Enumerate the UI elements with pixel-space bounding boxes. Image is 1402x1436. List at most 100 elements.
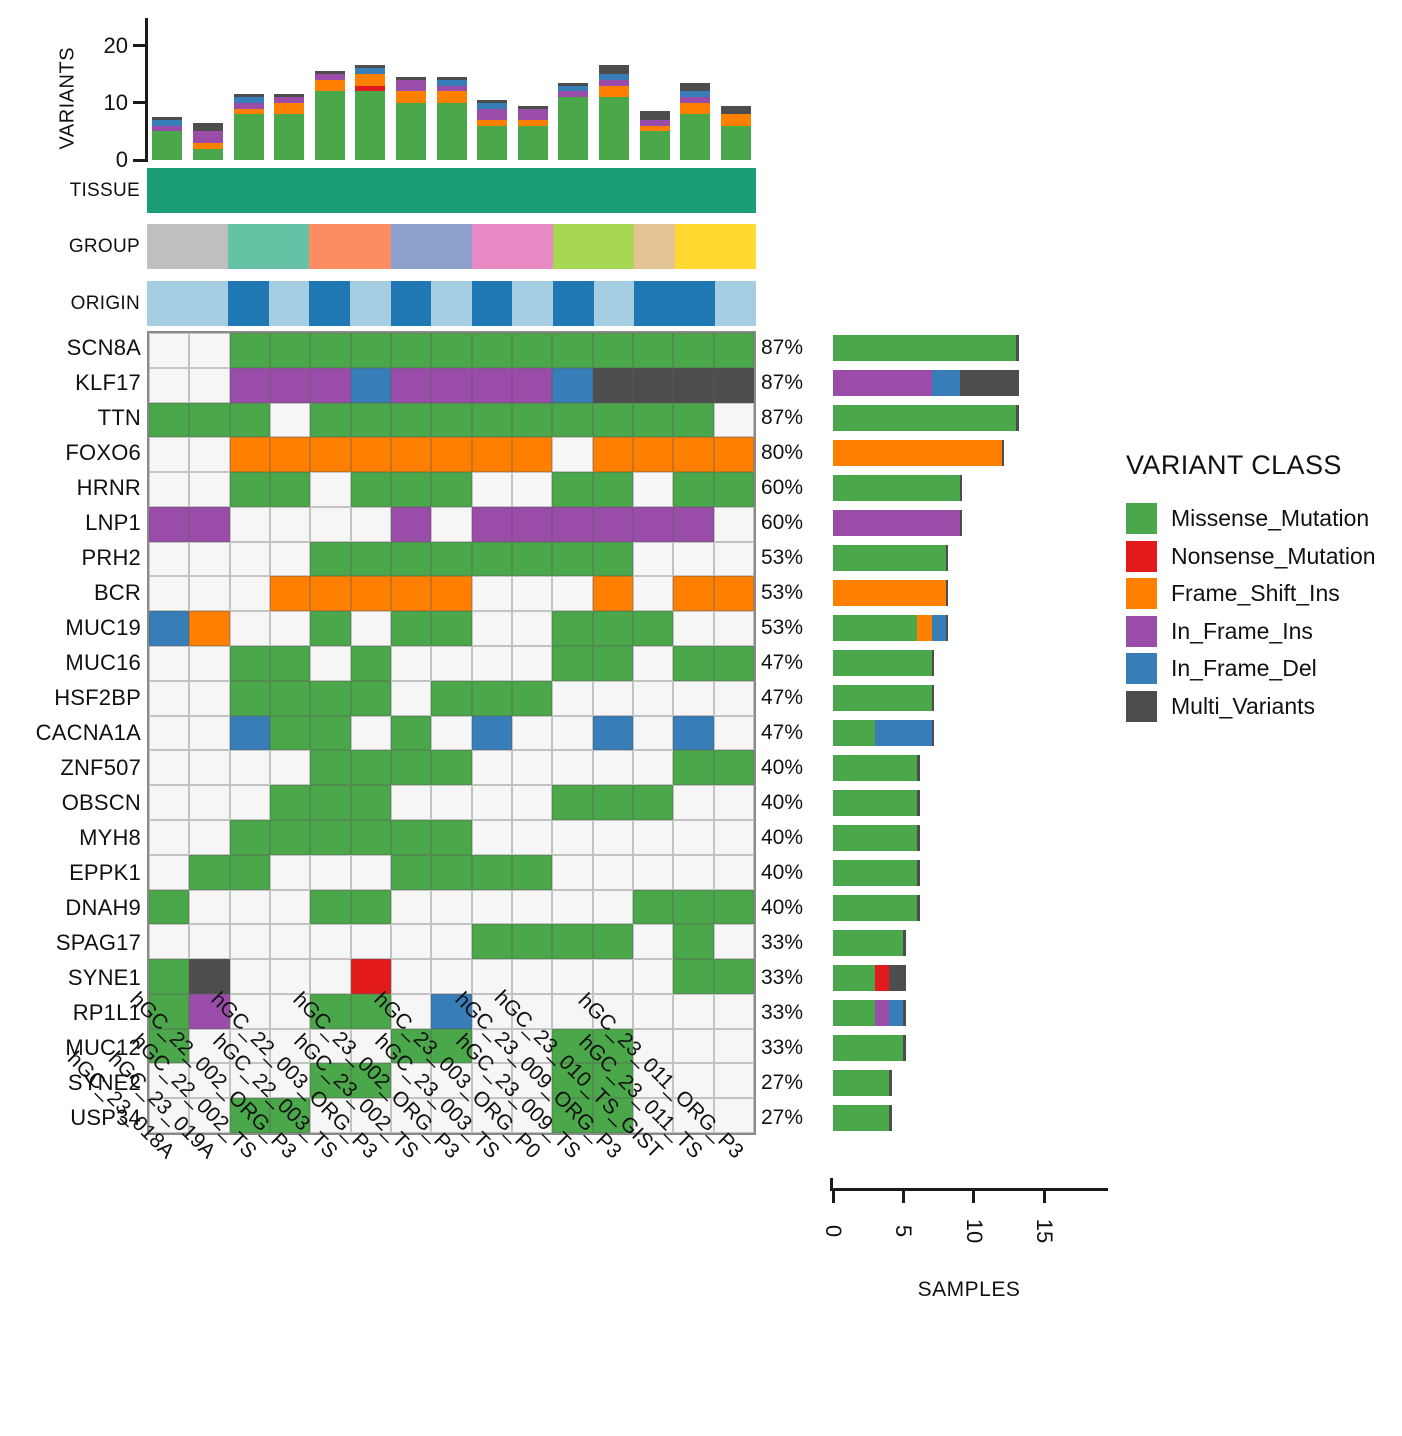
matrix-cell-empty <box>431 1098 472 1133</box>
matrix-cell-In_Frame_Ins <box>431 367 472 403</box>
matrix-cell-Missense_Mutation <box>350 993 391 1029</box>
samples-bar-segment-Missense_Mutation <box>833 1034 904 1061</box>
matrix-cell-empty <box>269 959 311 994</box>
variants-bar-segment-In_Frame_Ins <box>395 79 426 92</box>
variants-bar-segment-Frame_Shift_Ins <box>477 119 508 126</box>
samples-bar-segment-In_Frame_Del <box>931 615 946 642</box>
matrix-cell-Missense_Mutation <box>552 785 593 820</box>
matrix-cell-empty <box>713 402 754 438</box>
matrix-cell-Frame_Shift_Ins <box>471 437 512 473</box>
matrix-cell-Multi_Variants <box>592 367 633 403</box>
matrix-cell-Frame_Shift_Ins <box>431 437 472 473</box>
matrix-cell-Missense_Mutation <box>149 993 190 1029</box>
matrix-cell-Missense_Mutation <box>269 819 311 855</box>
matrix-cell-empty <box>632 1098 674 1133</box>
matrix-cell-empty <box>390 993 432 1029</box>
samples-bar-cap <box>1016 335 1019 362</box>
legend-title: VARIANT CLASS <box>1126 450 1342 480</box>
matrix-cell-empty <box>713 993 754 1029</box>
variants-bar-segment-In_Frame_Del <box>355 68 386 75</box>
tissue-block <box>147 168 756 213</box>
matrix-cell-empty <box>189 1063 230 1099</box>
matrix-cell-empty <box>149 333 190 368</box>
samples-bar-segment-In_Frame_Ins <box>833 510 960 537</box>
matrix-cell-Missense_Mutation <box>149 959 190 994</box>
matrix-cell-Frame_Shift_Ins <box>431 576 472 612</box>
variants-bar <box>639 111 670 160</box>
samples-bar-cap <box>889 1069 892 1096</box>
matrix-cell-empty <box>713 819 754 855</box>
matrix-cell-Frame_Shift_Ins <box>350 576 391 612</box>
tissue-row-label: TISSUE <box>69 179 140 201</box>
group-row-label: GROUP <box>68 235 140 257</box>
variants-bar-segment-Missense_Mutation <box>558 97 589 160</box>
gene-label: SYNE2 <box>67 1069 141 1095</box>
origin-block-light <box>512 281 553 326</box>
samples-bar-segment-Missense_Mutation <box>833 615 918 642</box>
matrix-cell-Missense_Mutation <box>269 472 311 507</box>
matrix-cell-In_Frame_Ins <box>269 367 311 403</box>
matrix-cell-empty <box>471 611 512 647</box>
legend-label: Frame_Shift_Ins <box>1171 580 1340 606</box>
variants-bar <box>192 122 223 160</box>
matrix-cell-Missense_Mutation <box>632 402 674 438</box>
samples-bar-segment-Missense_Mutation <box>833 754 918 781</box>
matrix-cell-empty <box>269 854 311 890</box>
matrix-cell-Missense_Mutation <box>269 646 311 681</box>
matrix-cell-empty <box>471 889 512 925</box>
matrix-cell-empty <box>149 750 190 786</box>
matrix-cell-Missense_Mutation <box>552 541 593 577</box>
matrix-cell-empty <box>310 506 351 542</box>
matrix-cell-empty <box>713 611 754 647</box>
matrix-cell-Missense_Mutation <box>552 1028 593 1064</box>
matrix-cell-empty <box>390 1098 432 1133</box>
x-tick-label: 5 <box>891 1224 917 1238</box>
matrix-cell-Missense_Mutation <box>713 333 754 368</box>
matrix-cell-empty <box>471 576 512 612</box>
variants-bar <box>477 99 508 160</box>
x-tick-label: 15 <box>1032 1218 1058 1244</box>
legend-item: Nonsense_Mutation <box>1126 540 1376 572</box>
variants-bar-segment-In_Frame_Del <box>152 119 183 126</box>
matrix-cell-empty <box>149 785 190 820</box>
matrix-cell-Missense_Mutation <box>229 402 270 438</box>
group-block <box>147 224 229 269</box>
samples-bar-cap <box>945 615 949 642</box>
variants-bar-segment-In_Frame_Ins <box>680 97 711 103</box>
matrix-cell-empty <box>229 924 270 960</box>
samples-bar-cap <box>931 720 935 746</box>
matrix-cell-empty <box>149 646 190 681</box>
matrix-cell-empty <box>189 924 230 960</box>
gene-percent-label: 33% <box>761 965 804 989</box>
samples-bar <box>833 615 949 642</box>
matrix-cell-Missense_Mutation <box>592 333 633 368</box>
variants-bar-cap <box>233 94 264 98</box>
matrix-cell-empty <box>511 785 553 820</box>
matrix-cell-empty <box>310 472 351 507</box>
samples-bar-segment-Missense_Mutation <box>833 405 1017 432</box>
variants-bar-segment-Frame_Shift_Ins <box>639 125 670 132</box>
matrix-cell-Nonsense_Mutation <box>350 959 391 994</box>
variants-bar-segment-In_Frame_Ins <box>274 97 305 103</box>
matrix-cell-empty <box>632 646 674 681</box>
matrix-cell-empty <box>673 1098 714 1133</box>
variants-bar-segment-Multi_Variants <box>639 114 670 120</box>
matrix-cell-Missense_Mutation <box>431 402 472 438</box>
samples-bar <box>833 580 949 607</box>
origin-block-dark <box>228 281 269 326</box>
origin-block-light <box>268 281 310 326</box>
x-tick-mark <box>831 1191 835 1203</box>
matrix-cell-empty <box>673 819 714 855</box>
y-tick-label: 20 <box>103 32 128 58</box>
variants-bar-segment-Missense_Mutation <box>274 114 305 160</box>
matrix-cell-empty <box>471 993 512 1029</box>
gene-percent-label: 27% <box>761 1105 804 1129</box>
samples-bar <box>833 720 935 746</box>
variants-bar-cap <box>152 116 183 120</box>
matrix-cell-empty <box>592 854 633 890</box>
matrix-cell-empty <box>713 785 754 820</box>
matrix-cell-Missense_Mutation <box>310 715 351 751</box>
matrix-cell-empty <box>632 715 674 751</box>
matrix-cell-empty <box>229 541 270 577</box>
